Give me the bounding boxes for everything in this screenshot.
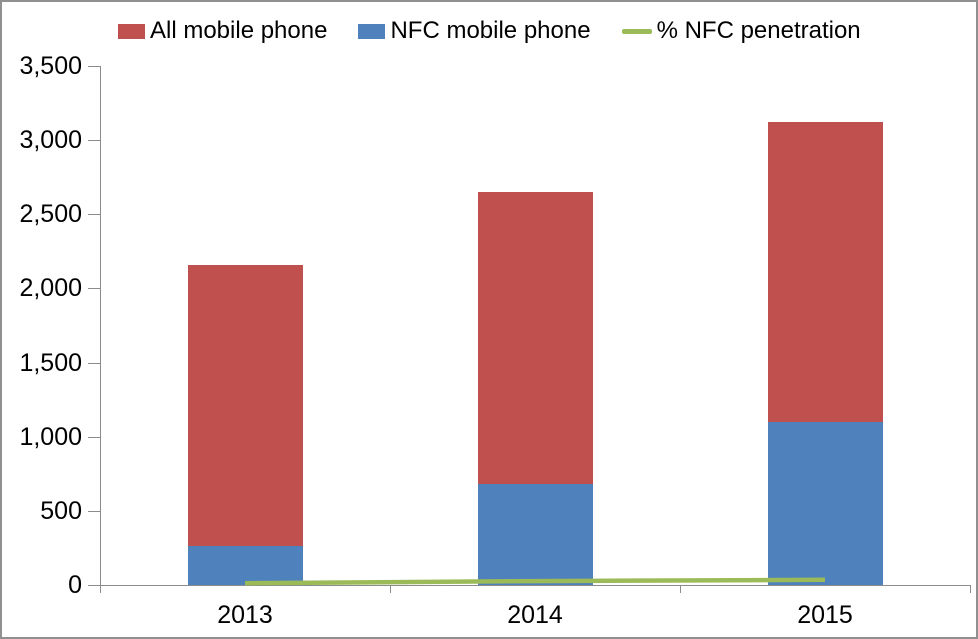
y-axis-tick-label: 500 — [40, 496, 82, 525]
legend-label-all-mobile-phone: All mobile phone — [150, 17, 328, 44]
bar-nfc-mobile-phone-2015 — [767, 421, 883, 585]
y-axis-tick-label: 3,000 — [19, 126, 82, 155]
x-axis-tick — [100, 585, 101, 593]
bar-nfc-mobile-phone-2014 — [477, 484, 593, 585]
y-axis-line — [100, 66, 101, 593]
bar-all-mobile-phone-2015 — [767, 122, 883, 422]
y-axis-tick — [88, 436, 100, 438]
legend-swatch-nfc-mobile-phone-icon — [358, 23, 386, 39]
legend-swatch-all-mobile-phone-icon — [118, 23, 145, 39]
y-axis-tick — [88, 140, 100, 142]
x-axis-tick-label: 2013 — [217, 601, 273, 629]
x-axis-line — [100, 585, 970, 586]
y-axis-tick-label: 0 — [68, 571, 82, 599]
y-axis-tick-label: 2,000 — [19, 274, 82, 303]
bar-all-mobile-phone-2014 — [477, 192, 593, 485]
y-axis-tick-label: 3,500 — [19, 52, 82, 80]
y-axis-tick — [88, 214, 100, 216]
x-axis-tick — [970, 585, 971, 593]
y-axis-tick — [88, 585, 100, 586]
legend: All mobile phone NFC mobile phone % NFC … — [118, 14, 861, 48]
y-axis-tick — [88, 510, 100, 512]
bar-nfc-mobile-phone-2013 — [187, 546, 303, 585]
x-axis-tick-label: 2015 — [797, 601, 853, 629]
legend-item-all-mobile-phone: All mobile phone — [118, 14, 327, 48]
legend-line-swatch-nfc-penetration-icon — [621, 28, 652, 34]
legend-item-nfc-mobile-phone: NFC mobile phone — [358, 14, 591, 48]
y-axis-tick-label: 1,500 — [19, 348, 82, 377]
y-axis-tick — [88, 288, 100, 290]
x-axis-tick — [680, 585, 681, 593]
y-axis-tick — [88, 66, 100, 67]
y-axis-tick-label: 1,000 — [19, 422, 82, 451]
legend-label-nfc-penetration: % NFC penetration — [656, 17, 861, 44]
y-axis-tick-label: 2,500 — [19, 200, 82, 229]
y-axis-tick — [88, 362, 100, 364]
legend-label-nfc-mobile-phone: NFC mobile phone — [390, 17, 591, 44]
x-axis-tick — [390, 585, 391, 593]
x-axis-tick-label: 2014 — [507, 601, 563, 629]
legend-item-nfc-penetration: % NFC penetration — [621, 14, 861, 48]
bar-all-mobile-phone-2013 — [187, 264, 303, 547]
